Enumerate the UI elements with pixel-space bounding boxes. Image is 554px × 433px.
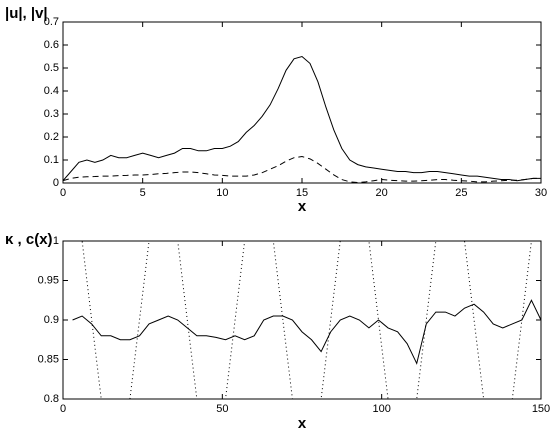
- axes-box: [62, 21, 542, 184]
- y-tick-label: 0.6: [44, 39, 59, 51]
- x-tick-label: 25: [455, 187, 467, 199]
- y-tick-label: 1: [53, 235, 59, 247]
- y-tick-label: 0.95: [38, 274, 59, 286]
- line: [72, 299, 541, 365]
- y-tick-label: 0.3: [44, 108, 59, 120]
- y-tick-label: 0.1: [44, 154, 59, 166]
- y-tick-label: 0.9: [44, 314, 59, 326]
- x-tick-label: 50: [216, 403, 228, 415]
- y-tick-label: 0.4: [44, 85, 59, 97]
- x-tick-label: 30: [535, 187, 547, 199]
- x-tick-label: 0: [60, 187, 66, 199]
- y-tick-label: 0: [53, 177, 59, 189]
- line: [63, 55, 541, 182]
- x-axis-label: x: [298, 198, 307, 215]
- y-axis-label: |u|, |v|: [5, 5, 48, 22]
- y-tick-label: 0.2: [44, 131, 59, 143]
- x-tick-label: 5: [140, 187, 146, 199]
- x-tick-label: 150: [532, 403, 550, 415]
- x-tick-label: 15: [296, 187, 308, 199]
- x-tick-label: 20: [376, 187, 388, 199]
- y-tick-label: 0.5: [44, 62, 59, 74]
- y-tick-label: 0.7: [44, 16, 59, 28]
- y-tick-label: 0.8: [44, 393, 59, 405]
- x-tick-label: 0: [60, 403, 66, 415]
- line: [81, 241, 532, 399]
- y-tick-label: 0.85: [38, 353, 59, 365]
- axes-box: [62, 240, 542, 400]
- y-axis-label: κ , c(x): [5, 231, 53, 248]
- x-tick-label: 100: [372, 403, 390, 415]
- line: [63, 156, 541, 183]
- x-tick-label: 10: [216, 187, 228, 199]
- x-axis-label: x: [298, 415, 307, 432]
